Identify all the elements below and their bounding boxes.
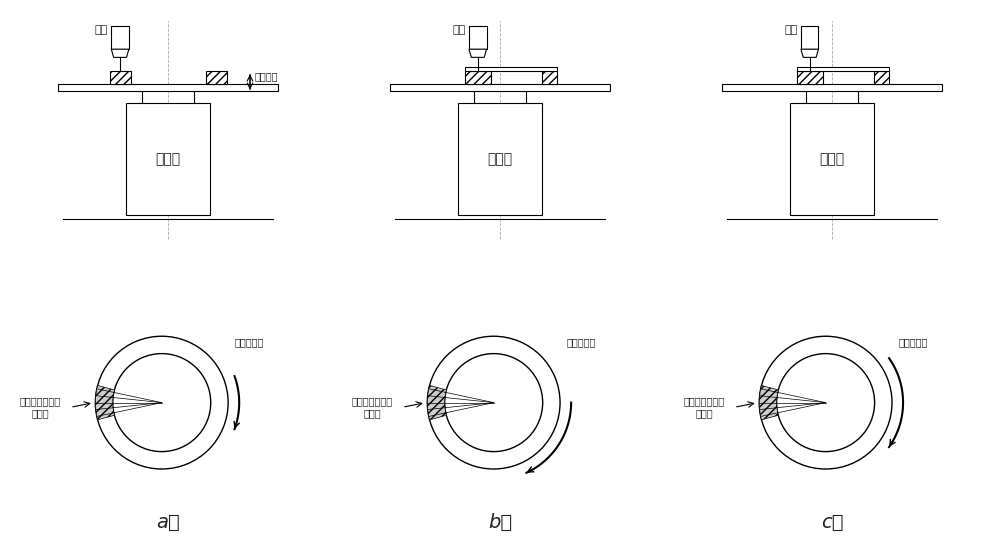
Bar: [469, 26, 487, 49]
Text: c）: c）: [821, 513, 843, 532]
Bar: [722, 84, 942, 91]
Bar: [874, 72, 889, 84]
Text: 层高增量: 层高增量: [255, 71, 278, 81]
Text: 变位机: 变位机: [487, 152, 513, 166]
Polygon shape: [469, 49, 487, 57]
Text: 起弧点与息弧点
重叠量: 起弧点与息弧点 重叠量: [351, 397, 393, 418]
Text: 变位机转向: 变位机转向: [234, 337, 264, 347]
Bar: [110, 72, 131, 84]
Wedge shape: [759, 386, 778, 420]
Bar: [126, 103, 210, 216]
Wedge shape: [95, 386, 114, 420]
Bar: [58, 84, 278, 91]
Bar: [542, 72, 557, 84]
Text: 变位机: 变位机: [156, 152, 181, 166]
Bar: [801, 26, 818, 49]
Text: a）: a）: [156, 513, 180, 532]
Polygon shape: [111, 49, 129, 57]
Text: 变位机转向: 变位机转向: [898, 337, 928, 347]
Wedge shape: [427, 386, 446, 420]
Text: 焊枪: 焊枪: [452, 26, 465, 36]
Bar: [206, 72, 227, 84]
Bar: [797, 67, 889, 72]
Text: 变位机: 变位机: [819, 152, 844, 166]
Bar: [390, 84, 610, 91]
Bar: [458, 103, 542, 216]
Text: b）: b）: [488, 513, 512, 532]
Polygon shape: [801, 49, 818, 57]
Text: 变位机转向: 变位机转向: [566, 337, 596, 347]
Bar: [790, 103, 874, 216]
Text: 起弧点与息弧点
重叠量: 起弧点与息弧点 重叠量: [19, 397, 61, 418]
Bar: [797, 72, 823, 84]
Bar: [465, 67, 557, 72]
Text: 起弧点与息弧点
重叠量: 起弧点与息弧点 重叠量: [683, 397, 724, 418]
Text: 焊枪: 焊枪: [784, 26, 797, 36]
Text: 焊枪: 焊枪: [95, 26, 108, 36]
Bar: [465, 72, 491, 84]
Bar: [111, 26, 129, 49]
